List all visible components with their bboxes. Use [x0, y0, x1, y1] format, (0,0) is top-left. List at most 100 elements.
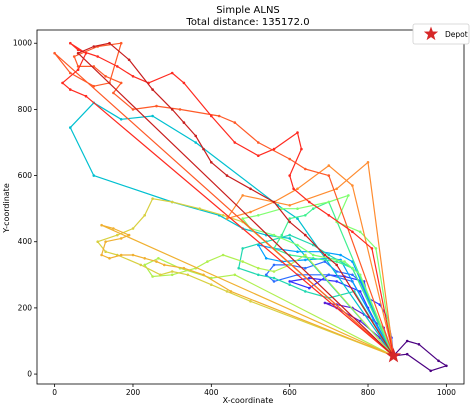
- legend-label-depot: Depot: [445, 30, 468, 39]
- customer-point: [304, 233, 307, 237]
- customer-point: [143, 214, 146, 217]
- customer-point: [155, 260, 158, 263]
- customer-point: [163, 263, 166, 267]
- customer-point: [96, 240, 99, 243]
- customer-point: [343, 260, 346, 263]
- customer-point: [249, 187, 252, 191]
- x-tick-label: 400: [204, 388, 219, 397]
- depot-star-icon: [385, 347, 402, 363]
- customer-point: [84, 51, 88, 55]
- customer-point: [296, 243, 299, 247]
- customer-point: [206, 260, 209, 263]
- customer-point: [194, 141, 197, 144]
- customer-point: [151, 197, 154, 200]
- customer-point: [155, 104, 158, 108]
- customer-point: [100, 253, 103, 257]
- customer-point: [257, 266, 260, 270]
- customer-point: [159, 273, 162, 277]
- customer-point: [170, 200, 174, 204]
- customer-point: [237, 266, 240, 270]
- x-axis-label: X-coordinate: [223, 396, 274, 405]
- customer-point: [170, 71, 174, 75]
- y-tick-label: 200: [18, 303, 33, 312]
- x-tick-label: 800: [361, 388, 376, 397]
- customer-point: [127, 233, 131, 237]
- customer-point: [182, 81, 186, 85]
- customer-point: [241, 247, 244, 250]
- customer-point: [296, 207, 299, 210]
- customer-point: [131, 108, 135, 111]
- customer-point: [119, 118, 123, 121]
- customer-point: [257, 141, 260, 144]
- x-tick-label: 0: [52, 388, 57, 397]
- customer-point: [327, 214, 331, 217]
- customer-point: [304, 266, 307, 270]
- customer-point: [288, 174, 292, 177]
- customer-point: [69, 126, 72, 129]
- customer-point: [327, 174, 331, 177]
- customer-point: [76, 48, 80, 52]
- customer-point: [69, 88, 72, 91]
- customer-point: [308, 276, 311, 280]
- legend: Depot: [412, 23, 470, 45]
- customer-point: [347, 194, 350, 197]
- customer-point: [327, 164, 331, 167]
- customer-point: [358, 290, 362, 293]
- customer-point: [323, 301, 327, 305]
- customer-point: [202, 273, 205, 277]
- customer-point: [370, 247, 374, 250]
- customer-point: [92, 174, 96, 177]
- chart-subtitle: Total distance: 135172.0: [185, 17, 309, 28]
- customer-point: [288, 217, 292, 220]
- customer-point: [335, 270, 339, 273]
- customer-point: [351, 184, 354, 187]
- customer-point: [170, 273, 174, 277]
- customer-point: [308, 286, 311, 290]
- x-axis: 0 200 400 600 800 1000: [52, 384, 456, 397]
- customer-point: [296, 250, 299, 253]
- customer-point: [76, 68, 80, 71]
- customer-point: [116, 233, 119, 237]
- x-tick-label: 200: [126, 388, 141, 397]
- route-line: [226, 161, 395, 357]
- route-12: [100, 223, 395, 358]
- customer-point: [339, 253, 342, 257]
- customer-point: [288, 283, 292, 287]
- customer-point: [108, 41, 111, 45]
- customer-point: [104, 250, 107, 253]
- customer-point: [119, 253, 123, 257]
- customer-point: [366, 161, 370, 164]
- customer-point: [280, 233, 284, 237]
- customer-point: [335, 260, 339, 263]
- customer-point: [374, 247, 378, 250]
- customer-point: [327, 200, 331, 204]
- route-10: [143, 253, 395, 358]
- customer-point: [280, 207, 284, 210]
- axes-frame: [36, 29, 465, 385]
- customer-point: [151, 88, 154, 91]
- customer-point: [351, 230, 354, 234]
- customer-point: [108, 257, 111, 260]
- customer-point: [241, 260, 244, 263]
- customer-point: [300, 147, 303, 151]
- customer-point: [229, 290, 233, 293]
- customer-point: [139, 263, 143, 267]
- customer-point: [304, 214, 307, 217]
- customer-point: [405, 352, 409, 356]
- customer-point: [296, 131, 299, 134]
- customer-point: [417, 343, 421, 346]
- y-tick-label: 800: [18, 105, 33, 114]
- customer-point: [323, 260, 327, 263]
- customer-point: [127, 58, 131, 62]
- customer-point: [182, 266, 186, 270]
- customer-point: [233, 141, 237, 144]
- customer-point: [233, 273, 237, 277]
- route-line: [265, 261, 395, 357]
- customer-point: [272, 276, 276, 280]
- customer-point: [272, 200, 276, 204]
- customer-point: [217, 114, 221, 118]
- customer-point: [131, 75, 135, 78]
- customer-point: [69, 41, 72, 45]
- customer-point: [119, 41, 123, 45]
- customer-point: [311, 257, 315, 260]
